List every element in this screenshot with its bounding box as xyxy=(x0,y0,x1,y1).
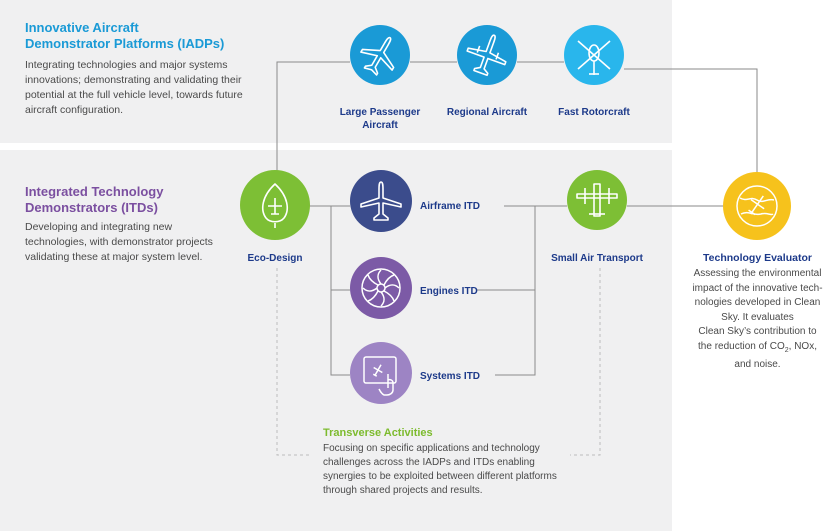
transverse-line2: challenges across the IADPs and ITDs ena… xyxy=(323,457,535,468)
evaluator-desc-line5: Clean Sky’s contribution to xyxy=(698,326,817,337)
evaluator-desc-line6: the reduction of CO2, NOx, xyxy=(690,340,825,359)
iadp-panel xyxy=(0,0,672,143)
evaluator-desc-line4: Sky. It evaluates xyxy=(721,311,794,323)
transverse-line3: synergies to be exploited between differ… xyxy=(323,471,557,482)
evaluator-circle[interactable] xyxy=(723,172,791,240)
evaluator-desc-line1: Assessing the environmental xyxy=(693,268,822,279)
large-passenger-line2: Aircraft xyxy=(362,120,398,131)
airframe-plane-icon xyxy=(360,181,402,221)
evaluator-label: Technology Evaluator xyxy=(703,252,812,264)
iadp-title-line1: Innovative Aircraft xyxy=(25,20,139,35)
evaluator-desc-line3: nologies developed in Clean xyxy=(694,297,821,308)
regional-plane-icon xyxy=(466,34,507,77)
iadp-description: Integrating technologies and major syste… xyxy=(25,58,243,118)
regional-circle[interactable] xyxy=(457,25,517,85)
transverse-line4: through shared projects and results. xyxy=(323,485,483,496)
iadp-desc-line1: Integrating technologies and major syste… xyxy=(25,59,228,71)
itd-title-line2: Demonstrators (ITDs) xyxy=(25,200,158,215)
large-passenger-label: Large Passenger Aircraft xyxy=(330,106,430,132)
itd-desc-line1: Developing and integrating new xyxy=(25,221,173,233)
airliner-icon xyxy=(360,36,395,76)
globe-plane-icon xyxy=(736,185,778,227)
itd-panel xyxy=(0,150,672,531)
tablet-touch-icon xyxy=(363,356,397,396)
itd-title: Integrated Technology Demonstrators (ITD… xyxy=(25,184,163,216)
iadp-desc-line3: potential at the full vehicle level, tow… xyxy=(25,89,243,101)
small-air-circle[interactable] xyxy=(567,170,627,230)
iadp-title: Innovative Aircraft Demonstrator Platfor… xyxy=(25,20,224,52)
large-passenger-line1: Large Passenger xyxy=(339,107,421,118)
co2-text: the reduction of CO xyxy=(698,340,785,352)
rotorcraft-circle[interactable] xyxy=(564,25,624,85)
iadp-desc-line4: aircraft configuration. xyxy=(25,104,124,116)
airframe-label: Airframe ITD xyxy=(420,201,481,212)
evaluator-desc-line7: and noise. xyxy=(734,359,781,370)
engines-circle[interactable] xyxy=(350,257,412,319)
small-air-label: Small Air Transport xyxy=(551,253,643,264)
evaluator-description: Assessing the environmental impact of th… xyxy=(690,267,825,373)
itd-desc-line2: technologies, with demonstrator projects xyxy=(25,236,213,248)
nox-text: , NOx, xyxy=(788,340,817,352)
leaf-plane-icon xyxy=(261,183,289,228)
large-passenger-circle[interactable] xyxy=(350,25,410,85)
itd-title-line1: Integrated Technology xyxy=(25,184,164,199)
helicopter-icon xyxy=(577,40,611,75)
co2-subscript: 2 xyxy=(784,346,789,354)
iadp-desc-line2: innovations; demonstrating and validatin… xyxy=(25,74,242,86)
systems-circle[interactable] xyxy=(350,342,412,404)
rotorcraft-label: Fast Rotorcraft xyxy=(558,107,630,118)
transverse-line1: Focusing on specific applications and te… xyxy=(323,443,540,454)
evaluator-desc-line2: impact of the innovative tech- xyxy=(692,282,823,294)
eco-design-circle[interactable] xyxy=(240,170,310,240)
engines-label: Engines ITD xyxy=(420,286,478,297)
itd-desc-line3: validating these at major system level. xyxy=(25,251,203,263)
eco-design-label: Eco-Design xyxy=(247,253,303,264)
itd-description: Developing and integrating new technolog… xyxy=(25,220,213,265)
iadp-title-line2: Demonstrator Platforms (IADPs) xyxy=(25,36,225,51)
small-plane-icon xyxy=(576,183,618,217)
airframe-circle[interactable] xyxy=(350,170,412,232)
regional-label: Regional Aircraft xyxy=(446,107,528,118)
engine-fan-icon xyxy=(361,268,401,308)
transverse-description: Focusing on specific applications and te… xyxy=(323,442,557,498)
systems-label: Systems ITD xyxy=(420,371,481,382)
transverse-title: Transverse Activities xyxy=(323,427,433,439)
